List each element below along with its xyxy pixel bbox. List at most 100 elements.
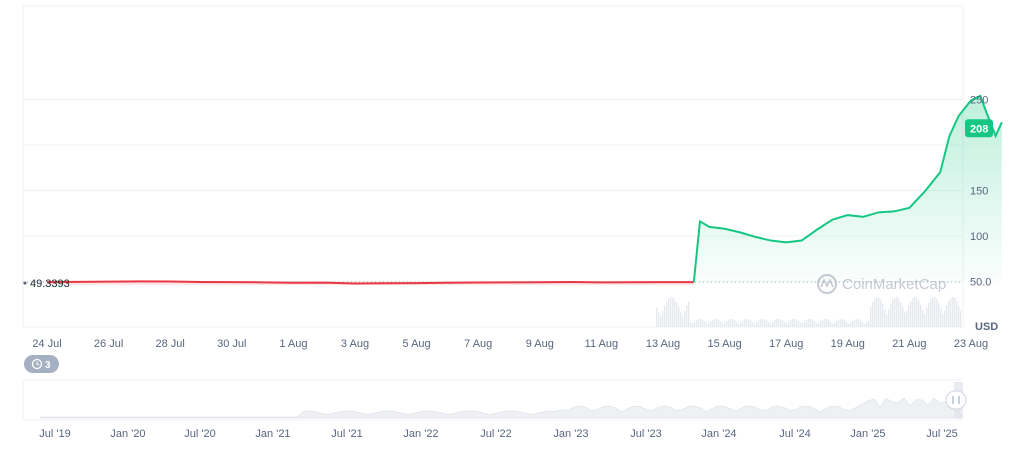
volume-bar: [834, 322, 836, 327]
volume-bar: [898, 298, 900, 327]
volume-bar: [952, 297, 954, 327]
overview-tick-label: Jan '23: [553, 428, 588, 440]
volume-bar: [726, 320, 728, 327]
volume-bar: [718, 320, 720, 327]
volume-bar: [934, 297, 936, 327]
volume-bar: [696, 319, 698, 327]
x-tick-label: 30 Jul: [217, 338, 246, 350]
overview-tick-label: Jul '20: [184, 428, 215, 440]
volume-bar: [686, 305, 688, 327]
y-tick-label: 250: [970, 95, 988, 107]
volume-bar: [860, 320, 862, 327]
volume-bar: [854, 319, 856, 327]
y-tick-label: 100: [970, 231, 988, 243]
volume-bar: [782, 320, 784, 327]
overview-tick-label: Jan '20: [110, 428, 145, 440]
overview-handle: [945, 390, 967, 410]
volume-bar: [846, 321, 848, 327]
y-tick-label: 50.0: [970, 277, 991, 289]
volume-bar: [912, 298, 914, 327]
price-series: [23, 94, 1003, 286]
volume-bars: [656, 297, 962, 327]
volume-bar: [682, 316, 684, 327]
volume-bar: [756, 322, 758, 327]
overview-tick-label: Jul '21: [331, 428, 362, 440]
volume-bar: [658, 312, 660, 327]
overview-tick-label: Jan '24: [701, 428, 736, 440]
volume-bar: [790, 320, 792, 327]
volume-bar: [920, 304, 922, 327]
volume-bar: [796, 319, 798, 327]
volume-bar: [676, 302, 678, 327]
volume-bar: [808, 319, 810, 327]
volume-bar: [870, 306, 872, 327]
area-above-baseline: [693, 95, 1002, 283]
volume-bar: [950, 297, 952, 327]
volume-bar: [896, 297, 898, 327]
volume-bar: [724, 322, 726, 327]
volume-bar: [844, 320, 846, 327]
x-tick-label: 17 Aug: [769, 338, 803, 350]
volume-bar: [672, 297, 674, 327]
volume-bar: [932, 297, 934, 327]
volume-bar: [752, 322, 754, 327]
annotation-badge[interactable]: 3: [24, 355, 59, 373]
volume-bar: [868, 320, 870, 327]
volume-bar: [872, 301, 874, 327]
overview-tick-label: Jul '23: [630, 428, 661, 440]
volume-bar: [828, 320, 830, 327]
volume-bar: [656, 306, 658, 327]
volume-bar: [908, 305, 910, 327]
volume-bar: [758, 320, 760, 327]
volume-bar: [810, 319, 812, 327]
volume-bar: [754, 323, 756, 327]
volume-bar: [888, 308, 890, 327]
volume-bar: [772, 321, 774, 327]
volume-bar: [894, 297, 896, 327]
volume-bar: [760, 319, 762, 327]
volume-bar: [668, 298, 670, 327]
volume-bar: [722, 323, 724, 327]
volume-bar: [694, 321, 696, 327]
volume-bar: [838, 319, 840, 327]
volume-bar: [712, 319, 714, 327]
overview-tick-label: Jan '21: [255, 428, 290, 440]
volume-bar: [746, 319, 748, 327]
volume-bar: [820, 321, 822, 327]
start-marker: [23, 281, 27, 285]
overview-tick-label: Jul '25: [926, 428, 957, 440]
x-tick-label: 23 Aug: [954, 338, 988, 350]
volume-bar: [716, 319, 718, 327]
volume-bar: [904, 312, 906, 327]
volume-bar: [892, 299, 894, 327]
volume-bar: [832, 323, 834, 327]
x-tick-label: 19 Aug: [831, 338, 865, 350]
volume-bar: [662, 310, 664, 327]
volume-bar: [664, 305, 666, 327]
volume-bar: [692, 323, 694, 327]
volume-bar: [924, 313, 926, 327]
volume-bar: [788, 321, 790, 327]
clock-hand: [36, 361, 40, 366]
volume-bar: [778, 319, 780, 327]
volume-bar: [720, 321, 722, 327]
volume-bar: [840, 319, 842, 327]
volume-bar: [930, 299, 932, 327]
x-tick-label: 28 Jul: [156, 338, 185, 350]
x-tick-label: 3 Aug: [341, 338, 369, 350]
volume-bar: [902, 306, 904, 327]
volume-bar: [862, 322, 864, 327]
volume-bar: [792, 319, 794, 327]
volume-bar: [944, 310, 946, 327]
volume-bar: [926, 308, 928, 327]
volume-bar: [680, 312, 682, 327]
volume-bar: [776, 319, 778, 327]
price-line-up: [692, 94, 1003, 283]
overview-navigator[interactable]: Jul '19 Jan '20 Jul '20 Jan '21 Jul '21 Jan '…: [22, 379, 967, 440]
x-tick-label: 24 Jul: [32, 338, 61, 350]
volume-bar: [750, 320, 752, 327]
volume-bar: [802, 323, 804, 327]
volume-bar: [866, 321, 868, 327]
volume-bar: [864, 323, 866, 327]
